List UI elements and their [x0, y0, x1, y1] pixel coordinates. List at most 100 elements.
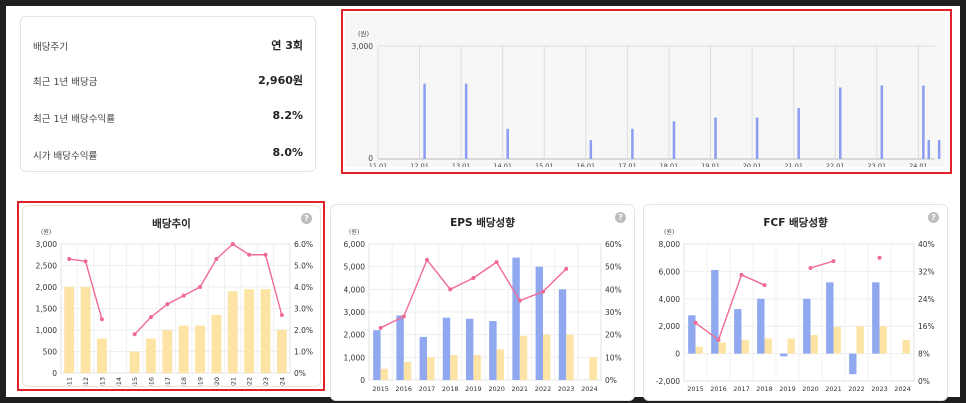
help-icon[interactable]: ?	[301, 213, 312, 224]
y-tick-label: 4,000	[659, 295, 681, 304]
chart-bar	[711, 270, 719, 354]
chart-bar	[695, 346, 703, 354]
x-tick-label: 2018	[756, 385, 773, 393]
history-bar	[838, 87, 842, 159]
x-tick-label: 2022	[535, 385, 552, 393]
x-tick-label: 2020	[213, 377, 221, 386]
y2-tick-label: 30%	[605, 308, 622, 317]
chart-bar	[535, 266, 543, 380]
chart-bar	[849, 353, 857, 375]
summary-value: 2,960원	[258, 74, 303, 87]
axis-unit: (원)	[349, 228, 359, 236]
summary-value: 8.2%	[272, 109, 303, 122]
axis-unit: (원)	[41, 228, 51, 236]
history-bar	[880, 85, 884, 159]
summary-value: 연 3회	[271, 39, 303, 52]
x-tick-label: 24.01	[909, 162, 928, 167]
x-tick-label: 20.01	[743, 162, 762, 167]
x-tick-label: 2015	[131, 377, 139, 386]
highlight-box	[341, 9, 952, 174]
y-tick-label: 6,000	[344, 240, 366, 249]
help-icon[interactable]: ?	[928, 212, 939, 223]
x-tick-label: 2019	[465, 385, 482, 393]
summary-label: 시가 배당수익률	[33, 151, 98, 162]
y2-tick-label: 0%	[605, 376, 617, 385]
y2-tick-label: 3.0%	[294, 305, 313, 314]
y-tick-label: 500	[43, 348, 58, 357]
summary-label: 최근 1년 배당금	[33, 77, 98, 88]
y-tick-label: 0	[675, 350, 680, 359]
history-bar	[927, 140, 931, 159]
y2-tick-label: 6.0%	[294, 240, 313, 249]
eps-payout-chart: (원) 6,000 60% 5,000 50% 4,000 40% 3,000 30% 2,000…	[344, 228, 622, 393]
summary-label: 최근 1년 배당수익률	[33, 114, 116, 125]
x-tick-label: 2023	[871, 385, 888, 393]
y-tick-label: 2,000	[344, 331, 366, 340]
chart-bar	[146, 338, 156, 373]
axis-unit: (원)	[358, 29, 369, 38]
x-tick-label: 2024	[581, 385, 598, 393]
y-tick-label: -2,000	[656, 377, 680, 386]
history-bar	[755, 117, 759, 159]
chart-bar	[80, 287, 91, 373]
chart-bar	[403, 361, 412, 380]
y2-tick-label: 2.0%	[294, 326, 313, 335]
y2-tick-label: 5.0%	[294, 262, 313, 271]
x-tick-label: 2016	[710, 385, 727, 393]
help-icon[interactable]: ?	[615, 212, 626, 223]
x-tick-label: 21.01	[784, 162, 803, 167]
y2-tick-label: 40%	[918, 240, 935, 249]
x-tick-label: 19.01	[701, 162, 720, 167]
ratio-point	[877, 255, 882, 260]
chart-bar	[427, 357, 435, 380]
chart-bar	[589, 357, 597, 380]
chart-bar	[473, 355, 481, 380]
chart-bar	[465, 318, 474, 380]
ratio-line	[810, 260, 834, 269]
y2-tick-label: 0%	[294, 369, 306, 378]
chart-bar	[833, 326, 841, 354]
y2-tick-label: 4.0%	[294, 283, 313, 292]
x-tick-label: 2019	[197, 377, 205, 386]
x-tick-label: 2017	[419, 385, 436, 393]
summary-value: 8.0%	[272, 146, 303, 159]
chart-bar	[826, 282, 834, 354]
dividend-history-chart: (원) 3,000 011.01 12.01 13.01 14.01 15.01 16.01 1…	[352, 29, 941, 170]
chart-bar	[741, 339, 749, 354]
chart-bar	[787, 338, 795, 354]
x-tick-label: 2012	[82, 377, 90, 386]
y-tick-label: 6,000	[659, 267, 681, 276]
dividend-summary-card: 배당주기 연 3회 최근 1년 배당금 2,960원 최근 1년 배당수익률 8…	[20, 16, 316, 172]
chart-bar	[757, 298, 765, 354]
chart-bar	[450, 355, 458, 380]
dividend-trend-chart: (원) 3,000 6.0% 2,500 5.0% 2,000 4.0% 1,500 3.0% 1…	[36, 228, 314, 386]
chart-bar	[129, 351, 140, 373]
y2-tick-label: 32%	[918, 267, 935, 276]
x-tick-label: 2013	[98, 377, 106, 386]
x-tick-label: 2018	[442, 385, 459, 393]
x-tick-label: 11.01	[369, 162, 388, 167]
y-tick-label: 1,000	[344, 353, 366, 362]
x-tick-label: 2018	[180, 377, 188, 386]
dividend-trend-card: 배당추이 ? (원) 3,000 6.0% 2,500 5.0% 2,000 4.0% 1,5…	[22, 205, 321, 387]
y-tick-label: 1,000	[36, 326, 58, 335]
x-tick-label: 23.01	[868, 162, 887, 167]
history-bar	[589, 140, 593, 159]
x-tick-label: 2023	[262, 377, 270, 386]
y-tick-label: 1,500	[36, 305, 58, 314]
chart-bar	[810, 335, 818, 354]
chart-bar	[688, 315, 696, 354]
y2-tick-label: 40%	[605, 285, 622, 294]
x-tick-label: 12.01	[410, 162, 429, 167]
chart-bar	[211, 314, 222, 373]
axis-unit: (원)	[664, 228, 674, 236]
chart-bar	[780, 353, 788, 357]
x-tick-label: 2023	[558, 385, 575, 393]
history-bar	[937, 140, 941, 159]
x-tick-label: 2014	[115, 377, 123, 386]
x-tick-label: 2021	[512, 385, 529, 393]
chart-bar	[276, 330, 287, 373]
chart-bar	[195, 325, 205, 373]
y-tick-label: 0	[52, 369, 57, 378]
y2-tick-label: 24%	[918, 295, 935, 304]
